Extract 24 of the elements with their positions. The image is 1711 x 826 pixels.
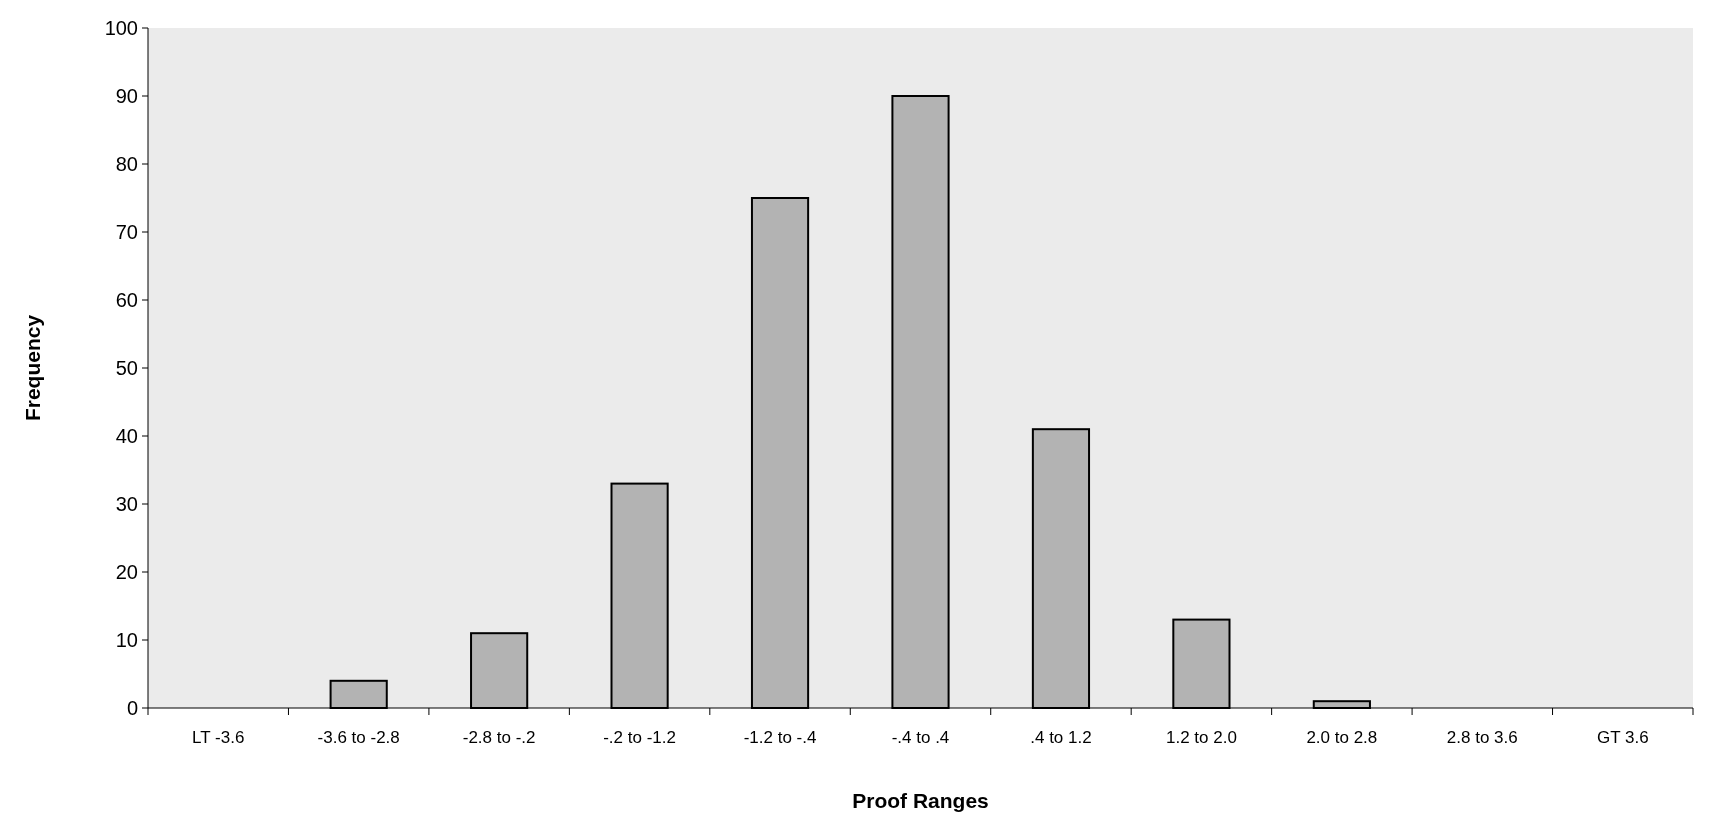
y-tick-label: 20: [115, 561, 138, 583]
y-tick-label: 40: [115, 425, 138, 447]
y-tick-label: 60: [115, 289, 138, 311]
x-tick-label: 2.0 to 2.8: [1306, 728, 1378, 747]
x-tick-label: GT 3.6: [1596, 728, 1649, 747]
x-tick-label: -2.8 to -.2: [462, 728, 536, 747]
y-tick-label: 30: [115, 493, 138, 515]
y-tick-label: 50: [115, 357, 138, 379]
y-tick-label: 10: [115, 629, 138, 651]
x-tick-label: -.4 to .4: [891, 728, 950, 747]
x-tick-label: -.2 to -1.2: [603, 728, 676, 747]
y-tick-label: 100: [104, 17, 138, 39]
x-axis-title: Proof Ranges: [852, 789, 989, 812]
x-tick-label: 1.2 to 2.0: [1165, 728, 1237, 747]
y-tick-label: 80: [115, 153, 138, 175]
y-tick-label: 0: [126, 697, 138, 719]
y-tick-label: 70: [115, 221, 138, 243]
y-tick-label: 90: [115, 85, 138, 107]
x-tick-label: .4 to 1.2: [1030, 728, 1092, 747]
x-tick-label: 2.8 to 3.6: [1446, 728, 1518, 747]
x-tick-label: -1.2 to -.4: [743, 728, 817, 747]
x-tick-label: LT -3.6: [192, 728, 245, 747]
x-tick-label: -3.6 to -2.8: [317, 728, 400, 747]
y-axis-title: Frequency: [21, 314, 44, 422]
